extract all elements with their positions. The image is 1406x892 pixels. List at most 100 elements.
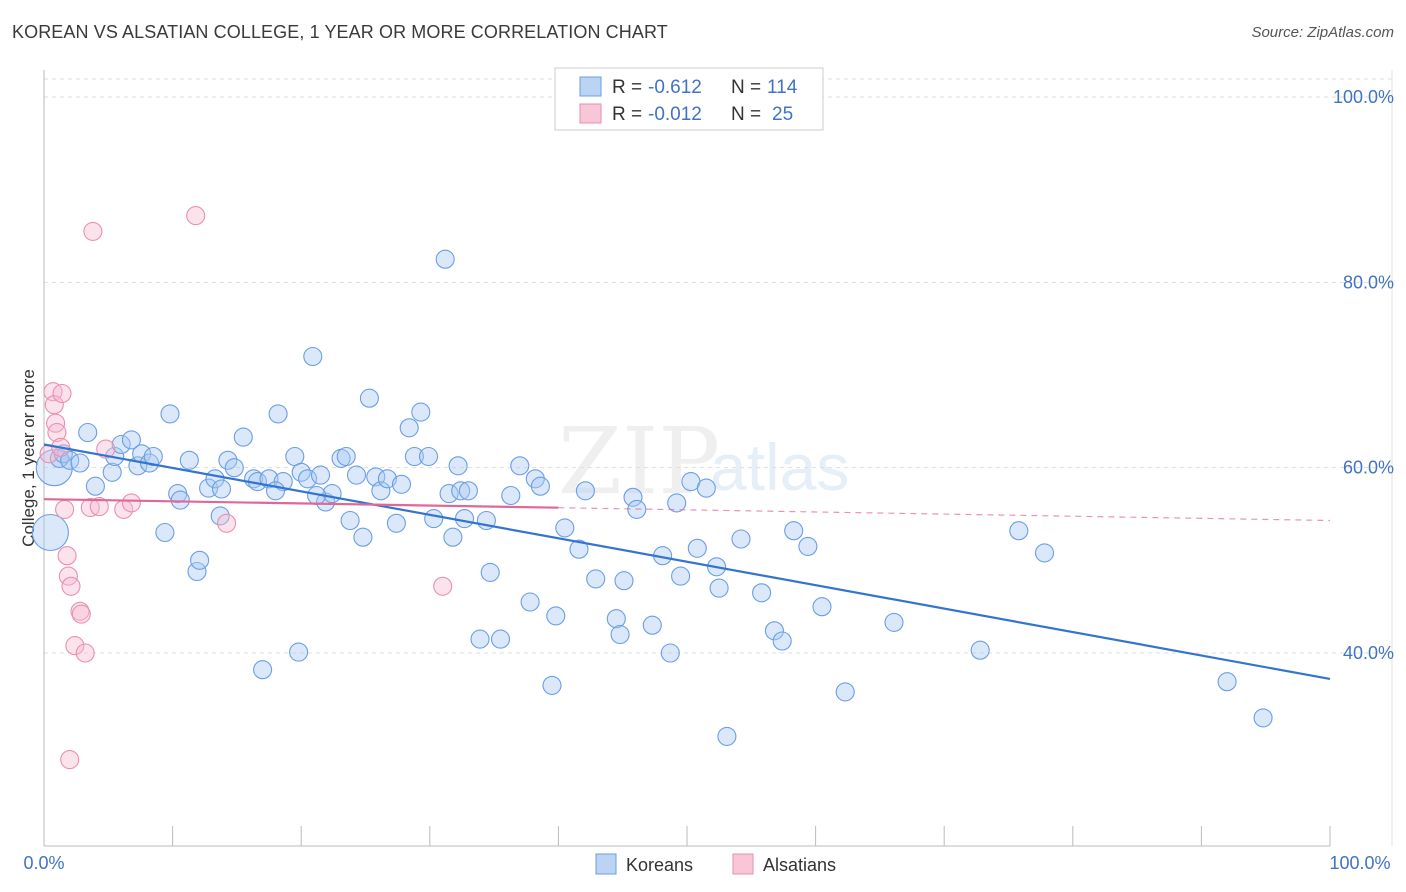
point-alsatians-22 (217, 513, 237, 533)
point-koreans-38 (298, 469, 318, 489)
point-koreans-57 (418, 446, 439, 467)
point-alsatians-23 (433, 576, 453, 596)
point-alsatians-4 (47, 422, 67, 443)
point-alsatians-16 (83, 221, 103, 241)
point-alsatians-24 (60, 750, 80, 770)
point-koreans-54 (399, 418, 419, 438)
point-koreans-32 (268, 404, 288, 424)
point-koreans-88 (660, 643, 680, 663)
point-koreans-78 (569, 539, 589, 559)
point-koreans-100 (772, 631, 792, 651)
r-value-koreans: -0.612 (648, 77, 702, 98)
watermark-zip: ZIP (558, 408, 720, 515)
stats-legend: R = -0.612 N = 114 R = -0.012 N = 25 (554, 67, 824, 131)
point-koreans-34 (253, 660, 273, 680)
y-tick-label-100: 100.0% (1333, 87, 1394, 107)
point-koreans-58 (424, 509, 444, 529)
point-koreans-51 (377, 469, 397, 489)
chart-source: Source: ZipAtlas.com (1251, 24, 1394, 41)
point-koreans-53 (391, 474, 412, 494)
y-tick-label-80: 80.0% (1343, 272, 1394, 292)
point-koreans-56 (411, 402, 431, 422)
r-value-alsatians: -0.012 (648, 104, 702, 125)
point-koreans-28 (233, 427, 253, 447)
point-koreans-17 (160, 404, 180, 424)
x-tick-label-min: 0.0% (23, 853, 64, 873)
point-koreans-89 (667, 493, 687, 513)
point-alsatians-8 (57, 546, 77, 566)
point-alsatians-17 (89, 497, 109, 517)
point-koreans-69 (490, 629, 511, 649)
point-koreans-84 (623, 487, 643, 507)
y-tick-labels: 40.0% 60.0% 80.0% 100.0% (1333, 87, 1394, 663)
point-koreans-70 (501, 485, 521, 506)
point-koreans-102 (798, 536, 818, 556)
point-koreans-105 (884, 612, 904, 632)
trend-lines (43, 443, 1331, 681)
point-alsatians-20 (121, 493, 141, 513)
point-koreans-108 (1034, 543, 1055, 563)
point-koreans-50 (371, 481, 391, 501)
legend-swatch-alsatians (732, 853, 754, 875)
point-koreans-61 (443, 527, 463, 547)
point-koreans-93 (696, 478, 716, 498)
point-koreans-52 (386, 513, 406, 533)
watermark-atlas: atlas (710, 430, 849, 504)
legend-label-alsatians: Alsatians (763, 855, 836, 875)
point-koreans-101 (784, 521, 804, 541)
point-koreans-60 (439, 484, 459, 504)
point-koreans-107 (1009, 521, 1029, 541)
point-koreans-48 (359, 388, 379, 408)
point-koreans-64 (454, 509, 475, 529)
point-koreans-97 (731, 529, 751, 549)
point-koreans-21 (187, 561, 207, 582)
point-koreans-22 (190, 550, 210, 570)
y-tick-label-40: 40.0% (1343, 643, 1394, 663)
point-koreans-90 (671, 566, 691, 586)
x-ticks (43, 826, 1331, 846)
point-koreans-8 (102, 462, 122, 482)
point-koreans-55 (404, 446, 424, 467)
point-koreans-7 (85, 476, 105, 496)
point-koreans-82 (610, 624, 630, 645)
x-tick-label-max: 100.0% (1329, 853, 1390, 873)
n-value-alsatians: 25 (772, 104, 793, 125)
point-koreans-66 (470, 629, 490, 649)
point-koreans-106 (970, 640, 990, 660)
legend-swatch-koreans (595, 853, 617, 875)
point-koreans-19 (170, 490, 190, 510)
watermark: ZIP atlas (558, 408, 849, 515)
point-koreans-68 (480, 562, 500, 582)
point-koreans-113 (211, 479, 232, 499)
chart-title: KOREAN VS ALSATIAN COLLEGE, 1 YEAR OR MO… (12, 22, 668, 42)
point-koreans-77 (555, 518, 575, 538)
point-koreans-1 (31, 513, 69, 552)
point-alsatians-6 (52, 383, 72, 404)
point-koreans-26 (218, 450, 238, 470)
point-koreans-72 (520, 592, 540, 612)
point-koreans-95 (709, 578, 729, 598)
point-koreans-81 (606, 609, 626, 629)
legend-label-koreans: Koreans (626, 855, 693, 875)
y-tick-label-60: 60.0% (1343, 458, 1394, 478)
point-koreans-75 (542, 675, 562, 695)
point-koreans-92 (687, 538, 707, 558)
bottom-legend: Koreans Alsatians (595, 853, 836, 875)
point-koreans-62 (448, 456, 468, 476)
point-koreans-98 (752, 583, 772, 603)
point-koreans-36 (289, 642, 309, 662)
point-koreans-109 (1217, 672, 1237, 692)
point-koreans-47 (353, 527, 373, 547)
point-koreans-25 (210, 506, 230, 526)
stats-legend-swatch-koreans (579, 76, 602, 97)
point-koreans-45 (340, 510, 360, 531)
point-koreans-79 (575, 481, 595, 501)
point-koreans-104 (835, 682, 855, 702)
point-koreans-40 (310, 465, 331, 485)
point-koreans-10 (111, 434, 131, 455)
point-koreans-31 (259, 469, 279, 489)
point-alsatians-14 (75, 643, 95, 663)
stats-legend-row-alsatians: R = -0.012 N = 25 (612, 104, 793, 125)
point-alsatians-2 (44, 395, 64, 415)
point-koreans-103 (812, 597, 832, 617)
